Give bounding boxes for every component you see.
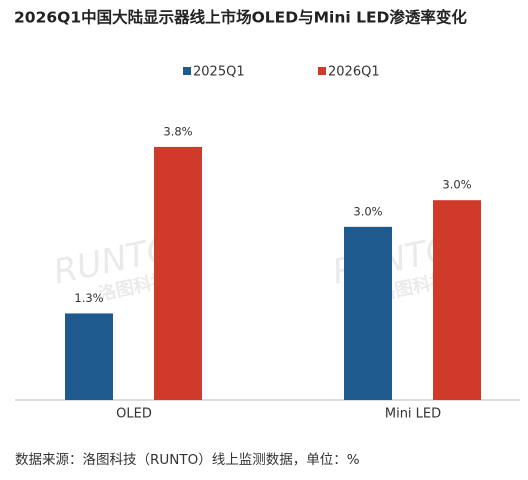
x-tick-label: OLED: [116, 407, 152, 422]
value-label: 1.3%: [74, 291, 103, 305]
legend-swatch: [183, 67, 191, 75]
bar: [433, 200, 481, 400]
chart-title: 2026Q1中国大陆显示器线上市场OLED与Mini LED渗透率变化: [14, 8, 467, 27]
value-label: 3.0%: [442, 178, 471, 192]
bar: [344, 226, 392, 400]
source-note: 数据来源：洛图科技（RUNTO）线上监测数据，单位：%: [15, 452, 360, 468]
legend-label: 2025Q1: [193, 65, 245, 80]
value-label: 3.8%: [163, 124, 192, 138]
value-label: 3.0%: [353, 204, 382, 218]
bar: [65, 313, 113, 400]
x-tick-label: Mini LED: [385, 407, 441, 422]
bar: [154, 146, 202, 400]
legend-swatch: [318, 67, 326, 75]
legend-label: 2026Q1: [328, 65, 380, 80]
